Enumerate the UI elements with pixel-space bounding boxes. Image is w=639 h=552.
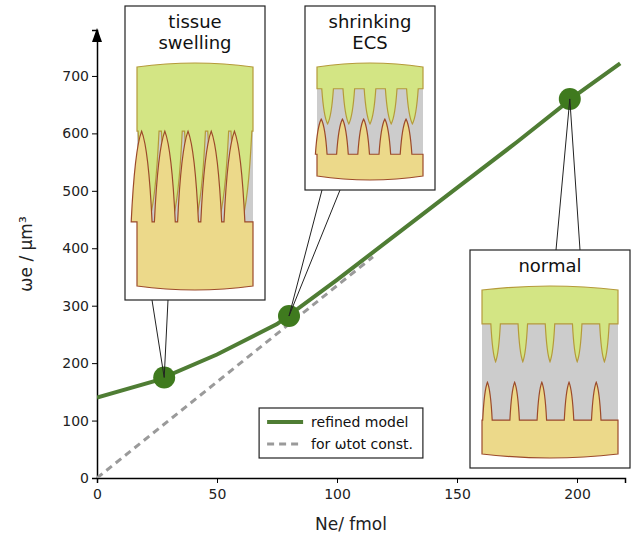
callout-title: tissueswelling (158, 11, 231, 53)
cell-bottom (131, 131, 253, 290)
y-tick: 100 (62, 413, 97, 429)
y-tick-label: 300 (62, 298, 89, 314)
x-tick-label: 100 (324, 486, 351, 502)
callout-box: normal (470, 250, 630, 468)
y-axis-line (92, 31, 98, 479)
callout-box: tissueswelling (125, 6, 265, 300)
x-tick-label: 150 (444, 486, 471, 502)
y-tick: 200 (62, 355, 97, 371)
callout-frame (125, 6, 265, 300)
x-tick: 0 (93, 478, 102, 502)
x-tick: 200 (564, 478, 591, 502)
x-tick-mark (577, 478, 578, 483)
y-tick-mark (92, 421, 97, 422)
leader-line (289, 190, 340, 316)
y-axis-title: ωe / µm³ (16, 216, 36, 291)
callout-box: shrinkingECS (305, 6, 435, 190)
x-tick-mark (217, 478, 218, 483)
callout-title: shrinkingECS (329, 11, 412, 53)
cell-bottom (482, 382, 618, 458)
x-tick-mark (457, 478, 458, 483)
leader-line (164, 300, 168, 377)
x-tick: 150 (444, 478, 471, 502)
leader-line (556, 99, 570, 250)
y-tick-mark (92, 478, 97, 479)
y-tick-mark (92, 191, 97, 192)
y-tick-label: 0 (80, 470, 89, 486)
y-axis-arrow (92, 28, 102, 42)
x-axis-title: Ne/ fmol (315, 514, 387, 534)
y-tick: 700 (62, 68, 97, 84)
y-tick-label: 100 (62, 413, 89, 429)
y-tick-label: 600 (62, 125, 89, 141)
y-tick-label: 500 (62, 183, 89, 199)
chart: 0 50 100 150 200 0 100 200 300 400 500 600 700 Ne/ fm… (0, 0, 639, 552)
x-axis: 0 50 100 150 200 (93, 478, 625, 502)
y-tick: 500 (62, 183, 97, 199)
callout-title: normal (518, 255, 581, 276)
cell-bottom (315, 119, 423, 180)
x-tick-label: 200 (564, 486, 591, 502)
x-tick: 100 (324, 478, 351, 502)
x-tick: 50 (209, 478, 227, 502)
legend-label: for ωtot const. (311, 436, 413, 452)
legend-frame (259, 408, 423, 458)
y-tick: 400 (62, 240, 97, 256)
legend-swatch (267, 443, 303, 446)
leader-line (570, 99, 580, 250)
plot-area (97, 63, 620, 478)
legend: refined model for ωtot const. (259, 408, 423, 458)
y-tick-label: 400 (62, 240, 89, 256)
callouts: tissueswelling shrinkingECS normal (125, 6, 630, 468)
cell-top (482, 286, 618, 362)
leader-line (152, 300, 164, 377)
x-tick-label: 50 (209, 486, 227, 502)
callout-frame (470, 250, 630, 468)
x-tick-mark (337, 478, 338, 483)
y-tick-mark (92, 76, 97, 77)
legend-label: refined model (311, 414, 408, 430)
y-tick-mark (92, 363, 97, 364)
cell-top (317, 63, 423, 124)
y-tick: 0 (80, 470, 97, 486)
x-axis-line (98, 479, 626, 484)
y-tick: 300 (62, 298, 97, 314)
y-tick-mark (92, 133, 97, 134)
y-tick-mark (92, 248, 97, 249)
y-tick-label: 200 (62, 355, 89, 371)
y-axis: 0 100 200 300 400 500 600 700 (62, 31, 97, 486)
y-tick-mark (92, 306, 97, 307)
y-tick: 600 (62, 125, 97, 141)
leader-line (289, 190, 322, 316)
legend-swatch (267, 420, 303, 424)
y-tick-label: 700 (62, 68, 89, 84)
x-tick-label: 0 (93, 486, 102, 502)
callout-frame (305, 6, 435, 190)
